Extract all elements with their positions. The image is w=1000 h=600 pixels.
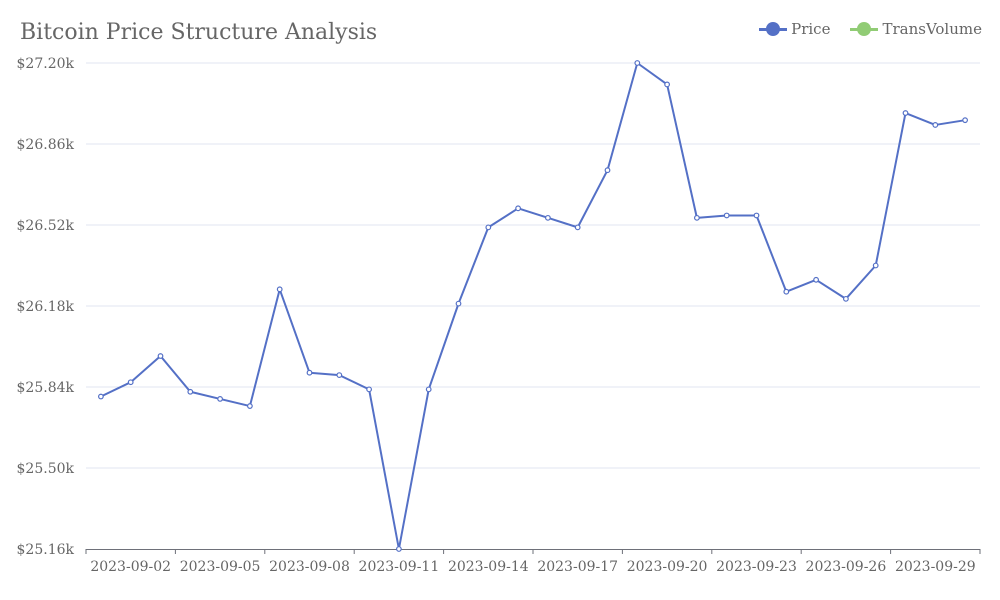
data-point [455, 300, 462, 307]
data-point [634, 60, 641, 66]
data-point [366, 386, 373, 393]
y-tick-label: $25.50k [17, 461, 75, 477]
data-point [574, 224, 581, 231]
data-point [932, 122, 939, 128]
x-tick-label: 2023-09-08 [269, 559, 350, 575]
x-tick-label: 2023-09-29 [895, 559, 976, 575]
x-tick-label: 2023-09-26 [806, 559, 887, 575]
legend-item-transvolume[interactable]: TransVolume [850, 20, 982, 38]
chart-title: Bitcoin Price Structure Analysis [20, 20, 378, 45]
x-tick-label: 2023-09-05 [180, 559, 261, 575]
data-point [425, 386, 432, 393]
legend-dot-price [766, 22, 781, 36]
y-tick-label: $26.52k [17, 218, 75, 234]
data-point [336, 372, 343, 378]
legend-label-price: Price [791, 20, 831, 38]
data-point [485, 224, 492, 231]
y-tick-label: $26.86k [17, 137, 75, 153]
data-point [962, 117, 968, 124]
data-point [545, 214, 551, 221]
x-tick-label: 2023-09-11 [359, 559, 440, 575]
data-point [127, 379, 134, 386]
data-point [694, 214, 700, 221]
y-tick-label: $25.84k [17, 380, 75, 396]
x-tick-label: 2023-09-02 [90, 559, 171, 575]
legend-swatch-transvolume-icon [850, 22, 879, 36]
legend-dot-transvolume [857, 22, 872, 36]
legend: Price TransVolume [759, 20, 982, 38]
data-point [97, 393, 104, 400]
data-point [843, 295, 849, 302]
legend-swatch-price-icon [759, 22, 788, 36]
data-point [783, 288, 790, 295]
y-tick-label: $26.18k [17, 299, 75, 315]
x-tick-label: 2023-09-20 [627, 559, 708, 575]
data-point [157, 353, 164, 359]
data-point [664, 81, 670, 88]
data-point [902, 110, 909, 116]
legend-item-price[interactable]: Price [759, 20, 830, 38]
data-point [306, 369, 313, 376]
y-tick-label: $25.16k [17, 542, 75, 558]
data-point [723, 212, 730, 219]
x-tick-label: 2023-09-14 [448, 559, 529, 575]
legend-label-transvolume: TransVolume [882, 20, 982, 38]
data-point [187, 388, 194, 395]
data-point [246, 403, 253, 409]
data-point [753, 212, 760, 219]
x-tick-label: 2023-09-17 [537, 559, 618, 575]
data-point [217, 396, 224, 402]
data-point [396, 546, 402, 552]
data-point [276, 286, 283, 293]
data-point [813, 276, 819, 283]
x-tick-label: 2023-09-23 [716, 559, 797, 575]
y-tick-label: $27.20k [17, 56, 75, 72]
data-point [872, 262, 879, 269]
data-point [515, 205, 521, 212]
series-line-price [100, 62, 966, 550]
data-point [604, 167, 611, 174]
